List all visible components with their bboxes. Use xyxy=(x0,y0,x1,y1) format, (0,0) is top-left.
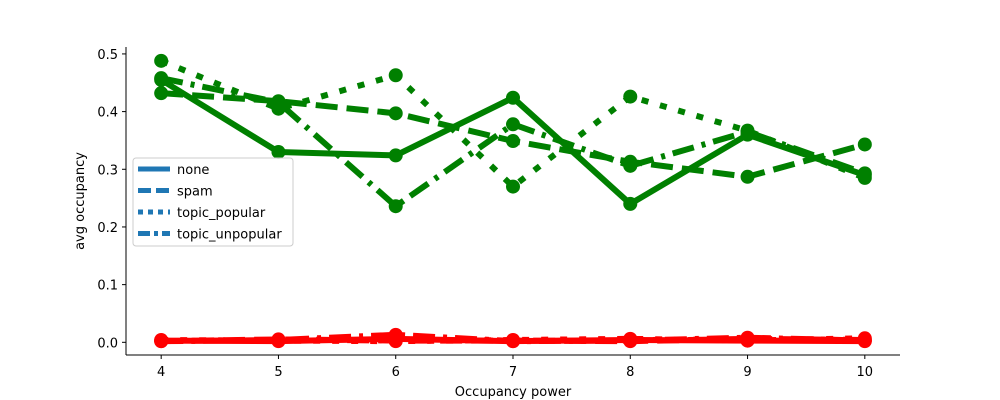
series-layer xyxy=(154,53,872,349)
legend-frame xyxy=(132,157,294,247)
data-point xyxy=(506,90,520,105)
data-point xyxy=(388,327,403,342)
data-point xyxy=(740,169,755,184)
data-point xyxy=(154,334,169,349)
data-point xyxy=(506,179,520,194)
y-tick-label: 0.0 xyxy=(97,336,118,351)
ticks: 4 5 6 7 8 9 10 0.0 0.1 0.2 0.3 0.4 0.5 xyxy=(97,48,873,380)
data-point xyxy=(857,166,872,181)
data-point xyxy=(506,334,520,349)
data-point xyxy=(154,53,169,68)
x-tick-label: 5 xyxy=(274,365,282,380)
data-point xyxy=(857,137,872,152)
legend-label: none xyxy=(177,163,209,178)
y-tick-label: 0.5 xyxy=(97,48,118,63)
legend-label: spam xyxy=(177,185,213,200)
data-point xyxy=(623,158,638,173)
data-point xyxy=(154,86,169,101)
data-point xyxy=(740,330,755,345)
data-point xyxy=(623,333,638,348)
y-tick-label: 0.3 xyxy=(97,163,118,178)
y-tick-label: 0.4 xyxy=(97,106,118,121)
legend: none spam topic_popular topic_unpopular xyxy=(132,157,294,247)
data-point xyxy=(388,106,403,121)
data-point xyxy=(857,333,872,348)
data-point xyxy=(154,71,169,86)
x-tick-label: 4 xyxy=(157,365,165,380)
data-point xyxy=(388,199,403,214)
x-tick-label: 10 xyxy=(857,365,874,380)
x-tick-label: 8 xyxy=(626,365,634,380)
data-point xyxy=(623,196,638,211)
data-point xyxy=(271,95,286,110)
y-axis-label: avg occupancy xyxy=(73,152,88,250)
y-tick-label: 0.1 xyxy=(97,279,118,294)
x-tick-label: 7 xyxy=(509,365,517,380)
legend-label: topic_unpopular xyxy=(177,228,282,243)
legend-label: topic_popular xyxy=(177,206,266,221)
data-point xyxy=(388,68,403,83)
data-point xyxy=(271,144,286,159)
x-tick-label: 6 xyxy=(392,365,400,380)
x-axis-label: Occupancy power xyxy=(455,385,572,400)
y-tick-label: 0.2 xyxy=(97,221,118,236)
data-point xyxy=(506,117,520,132)
data-point xyxy=(740,124,755,139)
data-point xyxy=(506,134,520,149)
data-point xyxy=(271,333,286,348)
data-point xyxy=(388,148,403,163)
data-point xyxy=(623,89,638,104)
x-tick-label: 9 xyxy=(743,365,751,380)
